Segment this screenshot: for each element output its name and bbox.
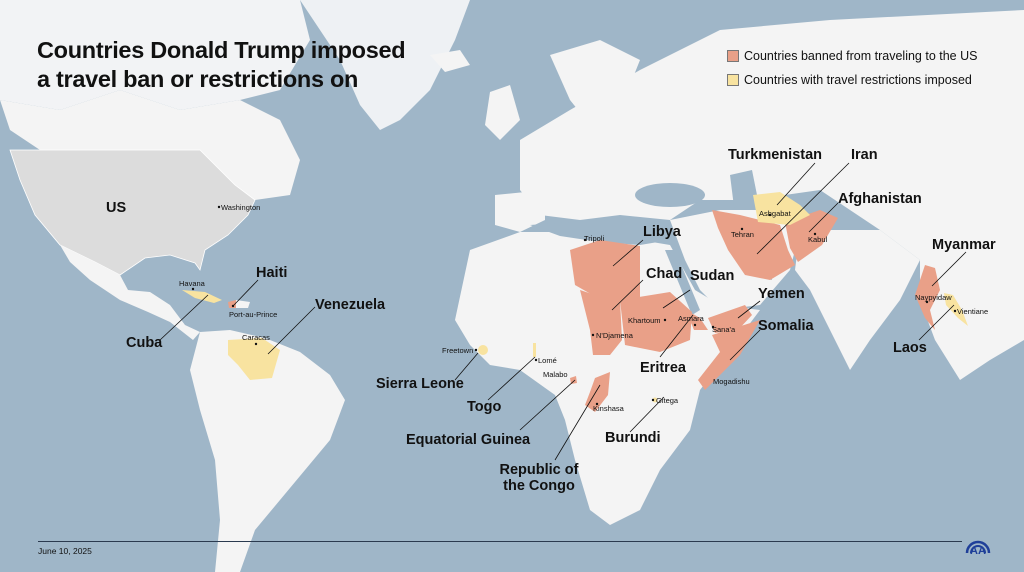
iberia xyxy=(495,190,545,232)
label-libya: Libya xyxy=(643,224,681,240)
south-asia xyxy=(795,230,920,370)
city-ashgabat: Ashgabat xyxy=(759,209,791,218)
city-freetown: Freetown xyxy=(442,346,474,355)
footer-divider xyxy=(38,541,962,542)
label-afghanistan: Afghanistan xyxy=(838,191,922,207)
greenland xyxy=(300,0,470,130)
label-somalia: Somalia xyxy=(758,318,814,334)
city-lome: Lomé xyxy=(538,356,557,365)
title-line-2: a travel ban or restrictions on xyxy=(37,66,359,92)
city-tripoli: Tripoli xyxy=(584,234,605,243)
city-caracas: Caracas xyxy=(242,333,270,342)
south-america xyxy=(190,330,345,572)
label-sierra-leone: Sierra Leone xyxy=(376,376,464,392)
city-tehran: Tehran xyxy=(731,230,754,239)
canada xyxy=(0,90,300,200)
city-asmara: Asmara xyxy=(678,314,704,323)
leader-lines xyxy=(159,162,967,461)
city-sanaa: Sana'a xyxy=(712,325,736,334)
legend-item-restricted: Countries with travel restrictions impos… xyxy=(727,72,977,88)
label-haiti: Haiti xyxy=(256,265,288,281)
city-havana: Havana xyxy=(179,279,205,288)
city-khartoum: Khartoum xyxy=(628,316,661,325)
label-laos: Laos xyxy=(893,340,927,356)
burundi xyxy=(652,397,658,403)
europe-russia xyxy=(520,10,1024,220)
libya xyxy=(570,240,640,305)
city-ndjamena: N'Djamena xyxy=(596,331,633,340)
label-venezuela: Venezuela xyxy=(315,297,386,313)
label-yemen: Yemen xyxy=(758,286,805,302)
iceland xyxy=(430,50,470,72)
united-states xyxy=(9,149,256,276)
arctic-canada xyxy=(0,0,310,110)
title-line-1: Countries Donald Trump imposed xyxy=(37,37,406,63)
venezuela xyxy=(228,338,280,380)
banned-swatch-icon xyxy=(727,50,739,62)
sudan xyxy=(620,292,692,352)
iran xyxy=(712,210,795,280)
label-chad: Chad xyxy=(646,266,683,282)
label-us: US xyxy=(106,200,127,216)
equatorial-guinea xyxy=(570,376,577,384)
legend-label-restricted: Countries with travel restrictions impos… xyxy=(744,73,972,87)
label-turkmenistan: Turkmenistan xyxy=(728,147,823,163)
city-gitega: Gitega xyxy=(656,396,679,405)
city-port-au-prince: Port-au-Prince xyxy=(229,310,278,319)
city-vientiane: Vientiane xyxy=(957,307,989,316)
city-kinshasa: Kinshasa xyxy=(593,404,624,413)
label-cuba: Cuba xyxy=(126,335,163,351)
myanmar xyxy=(915,265,940,330)
aa-logo-icon: AA xyxy=(965,540,991,555)
label-republic-of-the-congo: Republic of the Congo xyxy=(499,462,579,494)
label-eritrea: Eritrea xyxy=(640,360,686,376)
city-naypyidaw: Naypyidaw xyxy=(915,293,952,302)
label-togo: Togo xyxy=(467,399,502,415)
legend-label-banned: Countries banned from traveling to the U… xyxy=(744,49,978,63)
legend-item-banned: Countries banned from traveling to the U… xyxy=(727,48,977,64)
togo xyxy=(533,343,536,357)
mediterranean xyxy=(530,220,670,245)
label-myanmar: Myanmar xyxy=(932,237,996,253)
mexico-central-america xyxy=(60,245,200,340)
legend: Countries banned from traveling to the U… xyxy=(727,48,977,96)
city-malabo: Malabo xyxy=(543,370,568,379)
black-sea xyxy=(635,183,705,207)
city-kabul: Kabul xyxy=(808,235,828,244)
label-burundi: Burundi xyxy=(605,430,661,446)
cuba xyxy=(182,290,222,303)
sierra-leone xyxy=(478,345,488,355)
restricted-swatch-icon xyxy=(727,74,739,86)
uk-ireland xyxy=(485,85,520,140)
laos xyxy=(944,293,968,326)
footer-date: June 10, 2025 xyxy=(38,546,92,556)
city-mogadishu: Mogadishu xyxy=(713,377,750,386)
chad xyxy=(580,290,622,355)
page-title: Countries Donald Trump imposed a travel … xyxy=(37,36,406,94)
label-sudan: Sudan xyxy=(690,268,735,284)
turkmenistan xyxy=(753,192,810,225)
afghanistan xyxy=(785,210,838,262)
republic-of-the-congo xyxy=(585,372,610,412)
dominican-republic xyxy=(236,300,250,308)
label-iran: Iran xyxy=(851,147,878,163)
somalia xyxy=(698,320,760,390)
city-dots xyxy=(191,205,957,406)
city-washington: Washington xyxy=(221,203,261,212)
eritrea xyxy=(686,310,708,330)
red-sea xyxy=(665,250,700,315)
label-equatorial-guinea: Equatorial Guinea xyxy=(406,432,531,448)
svg-text:AA: AA xyxy=(970,545,986,555)
